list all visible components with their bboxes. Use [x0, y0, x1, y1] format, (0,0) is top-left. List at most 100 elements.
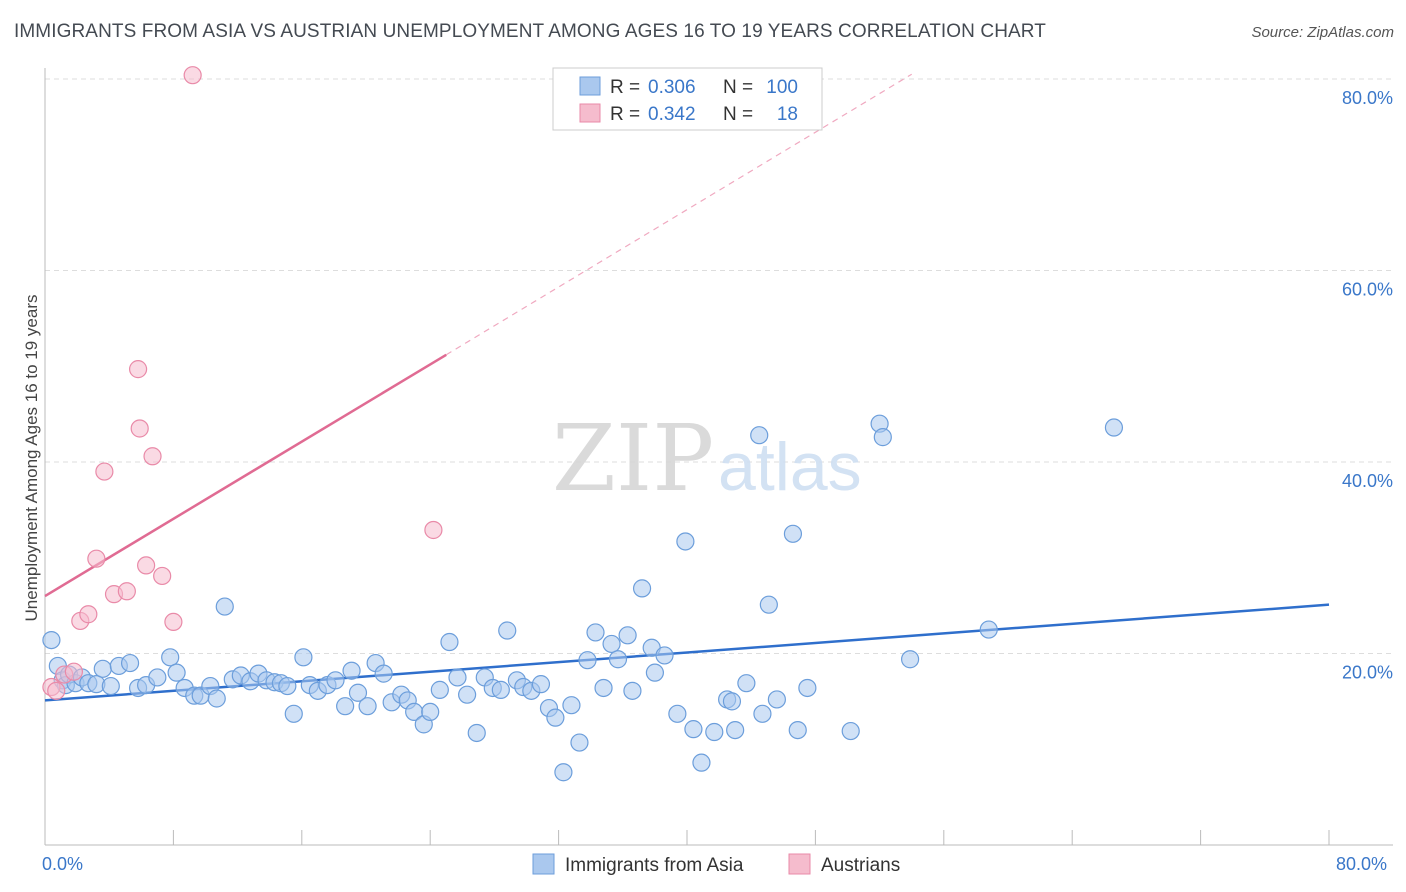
- asia-point: [759, 595, 778, 614]
- series-swatch-austrians[interactable]: [788, 853, 811, 875]
- asia-point: [668, 704, 687, 723]
- asia-point: [783, 524, 803, 543]
- asia-point: [1104, 418, 1124, 437]
- asia-point: [430, 680, 449, 699]
- asia-point: [750, 426, 769, 445]
- legend-r-label: R =: [610, 77, 640, 98]
- watermark: ZIP atlas: [552, 405, 862, 512]
- austrians-trend-extension: [445, 73, 913, 356]
- y-tick-label: 40.0%: [1342, 471, 1393, 491]
- austrians-point: [153, 566, 172, 586]
- asia-point: [448, 668, 467, 687]
- asia-point: [336, 697, 355, 716]
- austrians-point: [424, 520, 443, 540]
- asia-point: [93, 659, 112, 678]
- asia-point: [42, 630, 61, 650]
- series-legend: Immigrants from Asia Austrians: [532, 853, 900, 876]
- asia-point: [294, 648, 313, 667]
- correlation-legend: R = 0.306 N = 100 R = 0.342 N = 18: [552, 67, 823, 131]
- austrians-point: [64, 662, 83, 681]
- asia-point: [570, 733, 589, 752]
- austrians-point: [164, 612, 183, 632]
- y-tick-label: 20.0%: [1342, 663, 1393, 683]
- legend-r-label: R =: [610, 104, 640, 125]
- asia-point: [491, 680, 510, 699]
- series-swatch-asia[interactable]: [532, 853, 555, 875]
- asia-point: [342, 661, 361, 680]
- asia-point: [161, 648, 180, 667]
- asia-point: [798, 678, 817, 698]
- legend-n-value: 100: [766, 77, 798, 98]
- asia-point: [737, 674, 756, 693]
- x-ticks: [44, 830, 1330, 845]
- austrians-point: [87, 549, 106, 568]
- asia-point: [645, 663, 665, 682]
- asia-point: [578, 651, 597, 670]
- watermark-atlas: atlas: [718, 429, 862, 505]
- asia-point: [148, 668, 167, 687]
- asia-point: [841, 721, 860, 741]
- axes: [44, 68, 1393, 846]
- austrians-point: [128, 360, 148, 379]
- asia-point: [531, 675, 551, 694]
- asia-point: [207, 689, 226, 708]
- asia-point: [623, 681, 642, 700]
- asia-point: [979, 620, 998, 639]
- asia-point: [788, 720, 807, 740]
- asia-point: [546, 708, 565, 727]
- x-tick-label-max: 80.0%: [1336, 854, 1387, 874]
- asia-point: [594, 678, 613, 698]
- asia-point: [101, 676, 120, 696]
- legend-n-value: 18: [777, 104, 798, 125]
- asia-point: [348, 683, 368, 702]
- asia-point: [458, 685, 477, 704]
- watermark-zip: ZIP: [552, 405, 714, 512]
- asia-point: [374, 664, 393, 683]
- asia-point: [498, 621, 517, 640]
- chart-title: IMMIGRANTS FROM ASIA VS AUSTRIAN UNEMPLO…: [14, 21, 1046, 42]
- austrians-point: [137, 556, 156, 575]
- y-tick-labels: 20.0% 40.0% 60.0% 80.0%: [1342, 88, 1393, 683]
- asia-point: [467, 723, 486, 743]
- asia-point: [440, 632, 459, 652]
- asia-point: [602, 634, 621, 654]
- legend-n-label: N =: [723, 77, 753, 98]
- y-tick-label: 60.0%: [1342, 280, 1393, 300]
- asia-point: [120, 653, 140, 673]
- austrians-point: [143, 447, 162, 466]
- austrians-point: [130, 419, 149, 438]
- asia-point: [167, 663, 186, 682]
- legend-r-value: 0.342: [648, 104, 696, 125]
- asia-point: [873, 428, 892, 447]
- data-points: [42, 66, 1124, 782]
- asia-point: [586, 623, 605, 642]
- series-label-asia[interactable]: Immigrants from Asia: [565, 855, 744, 876]
- austrians-point: [79, 605, 98, 624]
- asia-point: [554, 763, 573, 782]
- asia-point: [562, 696, 581, 715]
- series-label-austrians[interactable]: Austrians: [821, 855, 900, 876]
- asia-point: [618, 626, 637, 645]
- legend-swatch-austrians: [579, 103, 601, 123]
- asia-point: [655, 646, 674, 665]
- austrians-point: [183, 66, 202, 85]
- austrians-point: [47, 681, 66, 700]
- asia-point: [684, 720, 703, 739]
- asia-point: [726, 720, 745, 740]
- y-axis-label: Unemployment Among Ages 16 to 19 years: [22, 295, 41, 622]
- asia-point: [767, 690, 786, 709]
- asia-point: [608, 650, 628, 669]
- austrians-trend-line: [44, 353, 447, 598]
- y-tick-label: 80.0%: [1342, 88, 1393, 108]
- asia-point: [632, 579, 652, 598]
- asia-point: [705, 722, 724, 742]
- asia-point: [900, 650, 920, 669]
- legend-n-label: N =: [723, 104, 753, 125]
- austrians-point: [95, 462, 114, 481]
- asia-point: [326, 671, 345, 690]
- asia-point: [692, 753, 711, 772]
- grid-lines: [45, 78, 1393, 654]
- asia-point: [284, 704, 303, 723]
- asia-point: [421, 702, 440, 722]
